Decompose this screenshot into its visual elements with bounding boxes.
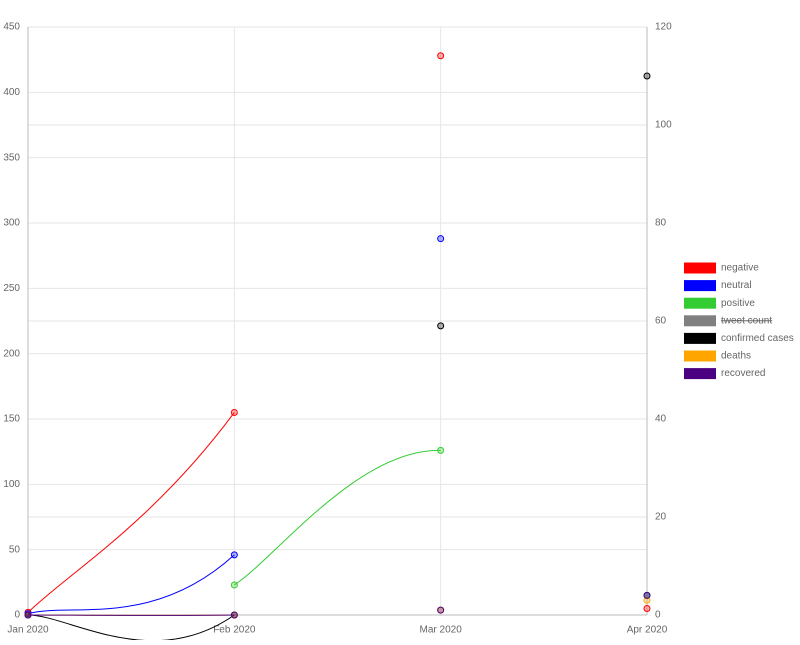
y2-tick-label: 80 [655,218,667,229]
y-tick-label: 350 [3,152,20,163]
y2-tick-label: 60 [655,316,667,327]
legend-label: positive [721,298,755,309]
point [231,552,237,558]
y-tick-label: 150 [3,414,20,425]
y2-tick-label: 120 [655,22,672,33]
series-line [28,615,234,640]
y-tick-label: 0 [14,610,20,621]
y2-tick-label: 100 [655,120,672,131]
point [438,53,444,59]
point [438,323,444,329]
legend-swatch [684,351,716,362]
legend-swatch [684,368,716,379]
x-tick-label: Apr 2020 [627,625,668,636]
point [231,612,237,618]
legend-label: deaths [721,351,751,362]
point [438,607,444,613]
legend-label: neutral [721,280,752,291]
legend-swatch [684,298,716,309]
legend-swatch [684,263,716,274]
point [25,612,31,618]
y-tick-label: 200 [3,348,20,359]
x-tick-label: Mar 2020 [420,625,463,636]
series-line [234,450,440,585]
point [644,605,650,611]
point [644,592,650,598]
legend-swatch [684,333,716,344]
y-tick-label: 300 [3,218,20,229]
point [644,73,650,79]
point [231,582,237,588]
y2-tick-label: 20 [655,512,667,523]
y-tick-label: 100 [3,479,20,490]
y-tick-label: 450 [3,22,20,33]
y-tick-label: 400 [3,87,20,98]
series-line [28,555,234,614]
x-tick-label: Feb 2020 [213,625,256,636]
y2-tick-label: 0 [655,610,661,621]
legend-swatch [684,315,716,326]
series-line [28,412,234,612]
point [231,409,237,415]
y-tick-label: 250 [3,283,20,294]
legend-label: confirmed cases [721,333,794,344]
point [438,236,444,242]
point [438,447,444,453]
y-tick-label: 50 [9,544,21,555]
legend-label: negative [721,263,759,274]
legend-label: tweet count [721,315,772,326]
legend-label: recovered [721,368,765,379]
legend-swatch [684,280,716,291]
x-tick-label: Jan 2020 [7,625,49,636]
y2-tick-label: 40 [655,414,667,425]
